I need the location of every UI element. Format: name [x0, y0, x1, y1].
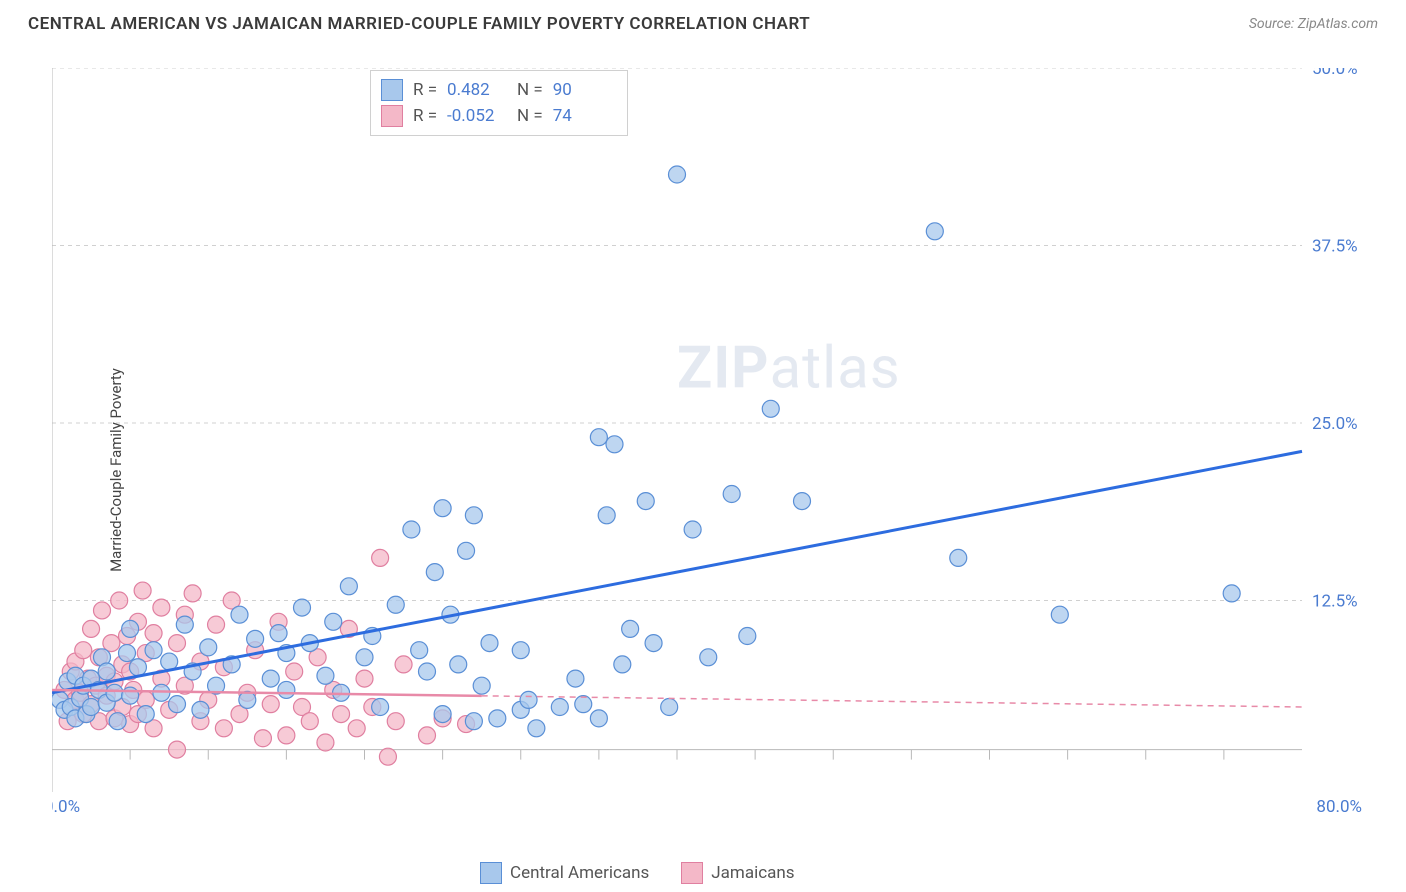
chart-container: Married-Couple Family Poverty 12.5%25.0%… — [0, 48, 1406, 892]
svg-text:37.5%: 37.5% — [1312, 237, 1358, 257]
legend-row-ca: R = 0.482 N = 90 — [381, 77, 613, 103]
source-attribution: Source: ZipAtlas.com — [1249, 16, 1378, 32]
scatter-chart-svg: 12.5% 25.0% 37.5% 50.0% ZIPatlas 0.0% 80.0% — [52, 68, 1372, 828]
plot-area: 12.5% 25.0% 37.5% 50.0% ZIPatlas 0.0% 80.0% — [52, 68, 1372, 828]
swatch-pink-icon — [381, 105, 403, 127]
swatch-blue-icon — [480, 862, 502, 884]
legend-item-j: Jamaicans — [681, 862, 794, 884]
svg-text:80.0%: 80.0% — [1316, 797, 1362, 817]
chart-header: CENTRAL AMERICAN VS JAMAICAN MARRIED-COU… — [0, 0, 1406, 44]
legend-row-j: R = -0.052 N = 74 — [381, 103, 613, 129]
chart-title: CENTRAL AMERICAN VS JAMAICAN MARRIED-COU… — [28, 14, 810, 34]
series-legend: Central Americans Jamaicans — [480, 862, 795, 884]
swatch-blue-icon — [381, 79, 403, 101]
svg-text:0.0%: 0.0% — [52, 797, 80, 817]
svg-text:50.0%: 50.0% — [1312, 68, 1358, 79]
correlation-legend: R = 0.482 N = 90 R = -0.052 N = 74 — [370, 70, 628, 136]
svg-text:12.5%: 12.5% — [1312, 592, 1358, 612]
svg-text:ZIPatlas: ZIPatlas — [677, 335, 901, 403]
svg-text:25.0%: 25.0% — [1312, 414, 1358, 434]
swatch-pink-icon — [681, 862, 703, 884]
legend-item-ca: Central Americans — [480, 862, 649, 884]
